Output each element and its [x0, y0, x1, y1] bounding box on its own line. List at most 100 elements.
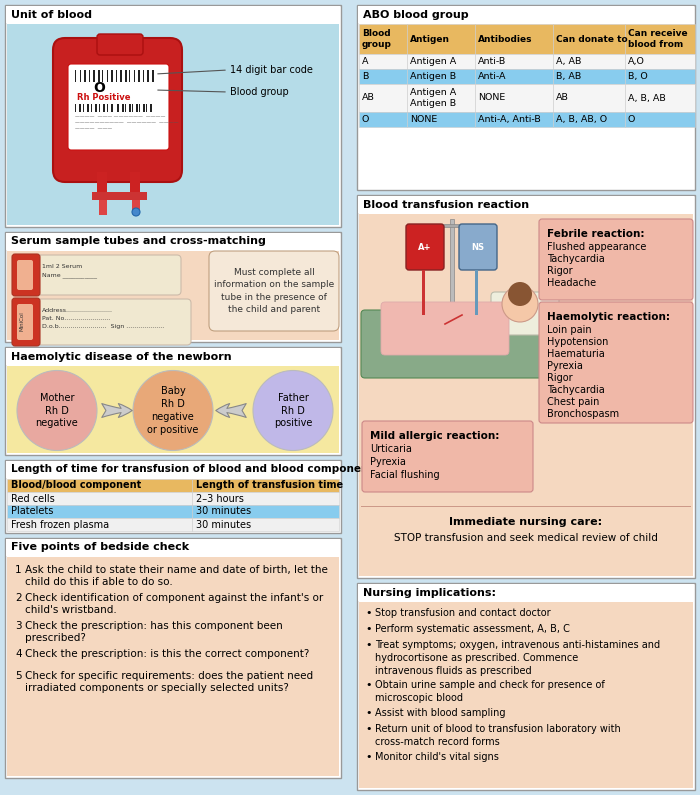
Text: Anti-A: Anti-A: [478, 72, 507, 81]
Text: •: •: [365, 624, 372, 634]
Bar: [625, 69, 695, 84]
Bar: [192, 518, 339, 531]
FancyBboxPatch shape: [539, 219, 693, 300]
Text: Assist with blood sampling: Assist with blood sampling: [375, 708, 505, 718]
Text: Urticaria: Urticaria: [370, 444, 412, 454]
Text: Mother
Rh D
negative: Mother Rh D negative: [36, 393, 78, 429]
Text: O: O: [628, 115, 636, 124]
FancyBboxPatch shape: [381, 302, 509, 355]
Text: Length of time for transfusion of blood and blood component: Length of time for transfusion of blood …: [11, 464, 373, 475]
Bar: [125, 70, 127, 82]
Bar: [151, 70, 154, 82]
Bar: [625, 54, 695, 69]
Text: 1: 1: [15, 565, 22, 575]
Bar: [357, 195, 695, 578]
Bar: [75, 70, 76, 82]
Text: O: O: [93, 81, 105, 95]
Text: AB: AB: [556, 94, 569, 103]
Text: Name ___________: Name ___________: [42, 272, 97, 277]
Bar: [122, 104, 123, 112]
Bar: [450, 219, 454, 339]
Bar: [553, 69, 625, 84]
Text: Baby
Rh D
negative
or positive: Baby Rh D negative or positive: [147, 386, 199, 435]
Text: Must complete all
information on the sample
tube in the presence of
the child an: Must complete all information on the sam…: [214, 268, 334, 314]
Text: 2: 2: [15, 593, 22, 603]
Text: Antibodies: Antibodies: [478, 34, 533, 44]
Text: child's wristband.: child's wristband.: [25, 605, 117, 615]
Bar: [7, 479, 192, 492]
Bar: [359, 214, 693, 576]
Bar: [7, 251, 339, 340]
Text: Febrile reaction:: Febrile reaction:: [547, 229, 645, 239]
Text: Headache: Headache: [547, 278, 596, 288]
Text: Length of transfusion time: Length of transfusion time: [196, 480, 343, 491]
Text: Pyrexia: Pyrexia: [547, 361, 583, 371]
FancyBboxPatch shape: [361, 310, 564, 378]
Circle shape: [133, 370, 213, 451]
FancyBboxPatch shape: [53, 38, 182, 182]
Text: Platelets: Platelets: [11, 506, 53, 517]
Text: A: A: [362, 57, 368, 66]
Bar: [625, 84, 695, 112]
Text: NS: NS: [472, 242, 484, 251]
Bar: [99, 200, 107, 215]
Text: Loin pain: Loin pain: [547, 325, 592, 335]
Bar: [6, 233, 340, 250]
Bar: [146, 104, 147, 112]
Text: •: •: [365, 752, 372, 762]
Text: 3: 3: [15, 621, 22, 631]
Text: Red cells: Red cells: [11, 494, 55, 503]
Bar: [358, 6, 694, 23]
Text: Mild allergic reaction:: Mild allergic reaction:: [370, 431, 499, 441]
FancyBboxPatch shape: [13, 299, 191, 345]
Text: Chest pain: Chest pain: [547, 397, 599, 407]
Bar: [359, 84, 407, 112]
Bar: [88, 70, 90, 82]
Text: AB: AB: [362, 94, 375, 103]
Bar: [407, 54, 475, 69]
Bar: [117, 104, 119, 112]
Bar: [475, 112, 553, 127]
Text: Tachycardia: Tachycardia: [547, 254, 605, 264]
Circle shape: [502, 286, 538, 322]
Bar: [84, 70, 86, 82]
Text: 1ml 2 Serum: 1ml 2 Serum: [42, 264, 83, 269]
Bar: [192, 492, 339, 505]
Bar: [111, 70, 113, 82]
FancyBboxPatch shape: [406, 224, 444, 270]
Bar: [361, 506, 691, 507]
Circle shape: [132, 208, 140, 216]
Bar: [553, 112, 625, 127]
Bar: [357, 5, 695, 190]
Bar: [5, 5, 341, 227]
Bar: [97, 70, 99, 82]
Bar: [103, 104, 105, 112]
Text: B: B: [362, 72, 368, 81]
Bar: [359, 602, 693, 788]
Text: Ask the child to state their name and date of birth, let the: Ask the child to state their name and da…: [25, 565, 328, 575]
Text: 14 digit bar code: 14 digit bar code: [230, 65, 313, 75]
Text: MiniCol: MiniCol: [19, 311, 24, 331]
Bar: [7, 518, 192, 531]
Bar: [6, 461, 340, 478]
Text: •: •: [365, 608, 372, 618]
Text: Can donate to: Can donate to: [556, 34, 628, 44]
Bar: [6, 348, 340, 365]
Text: NONE: NONE: [478, 94, 505, 103]
Text: Nursing implications:: Nursing implications:: [363, 588, 496, 598]
Text: Facial flushing: Facial flushing: [370, 470, 440, 480]
Text: ABO blood group: ABO blood group: [363, 10, 468, 20]
FancyBboxPatch shape: [362, 421, 533, 492]
Text: Haemolytic disease of the newborn: Haemolytic disease of the newborn: [11, 351, 232, 362]
FancyBboxPatch shape: [491, 292, 559, 335]
Text: Rh Positive: Rh Positive: [77, 92, 130, 102]
Bar: [475, 54, 553, 69]
Text: Address.......................: Address.......................: [42, 308, 113, 313]
Bar: [475, 24, 553, 54]
Bar: [132, 200, 140, 210]
Bar: [120, 70, 122, 82]
Text: Obtain urine sample and check for presence of
microscopic blood: Obtain urine sample and check for presen…: [375, 680, 605, 704]
Bar: [92, 192, 147, 200]
Bar: [358, 584, 694, 601]
Bar: [7, 557, 339, 776]
